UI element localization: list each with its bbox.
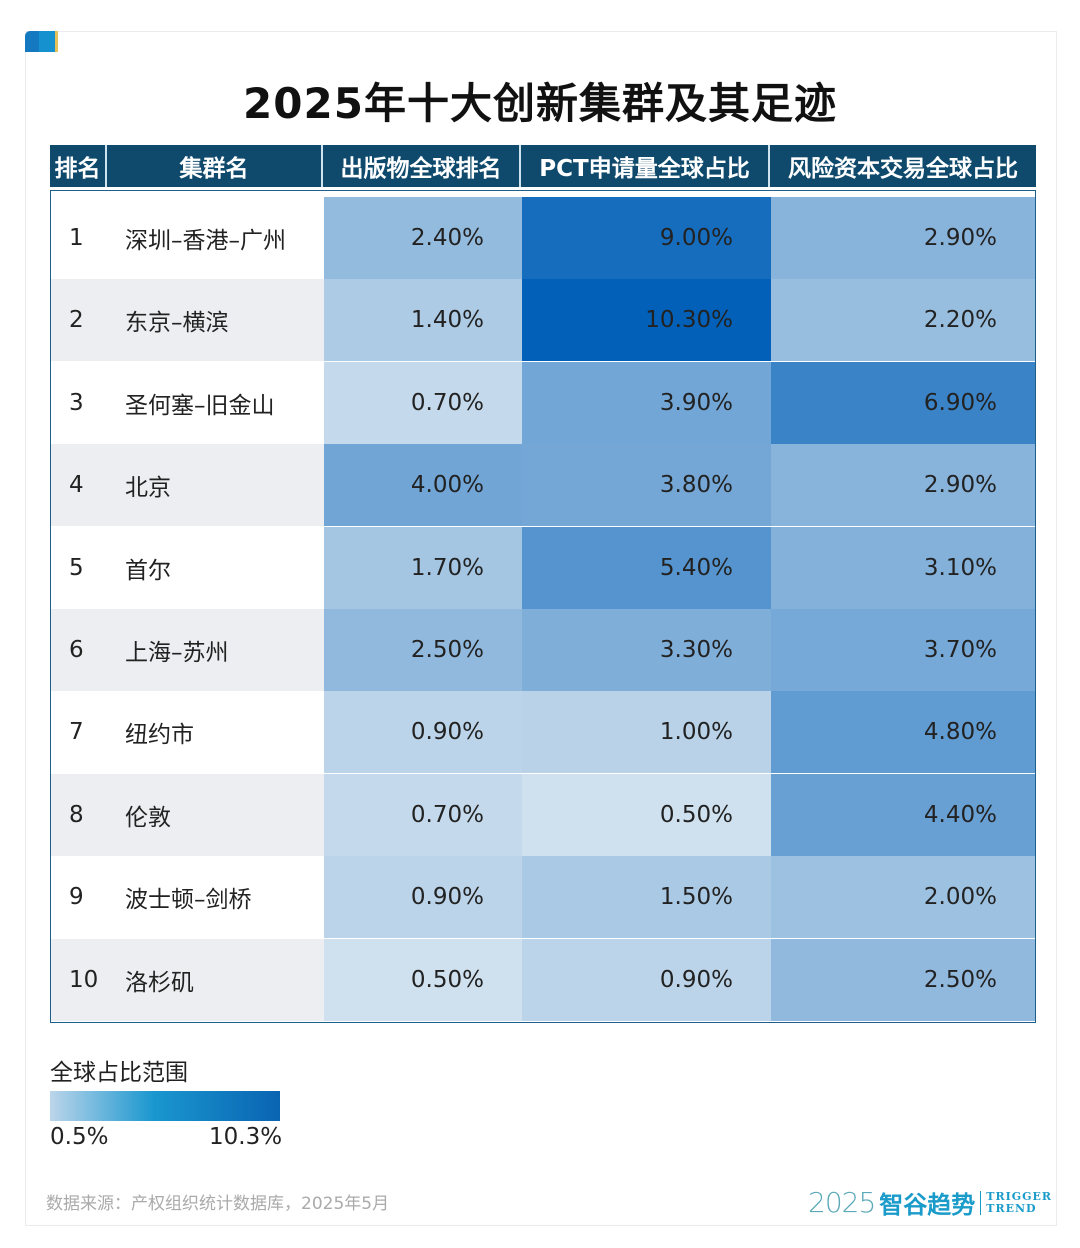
table-row: 1 深圳–香港–广州 2.40% 9.00% 2.90% xyxy=(51,197,1035,279)
value-cell: 2.40% xyxy=(324,197,522,279)
source-note: 数据来源：产权组织统计数据库，2025年5月 xyxy=(46,1194,390,1214)
legend-title: 全球占比范围 xyxy=(50,1060,188,1086)
value-cell: 0.90% xyxy=(324,856,522,939)
value-cell: 0.50% xyxy=(522,773,771,856)
table-row: 10 洛杉矶 0.50% 0.90% 2.50% xyxy=(51,938,1035,1021)
value-cell: 0.90% xyxy=(324,691,522,774)
value-cell: 3.90% xyxy=(522,361,771,444)
rank-cell: 5 xyxy=(51,526,108,609)
page-title: 2025年十大创新集群及其足迹 xyxy=(243,79,837,128)
value-cell: 2.00% xyxy=(771,856,1035,939)
rank-cell: 10 xyxy=(51,938,108,1021)
header-rank: 排名 xyxy=(50,145,107,187)
value-cell: 2.90% xyxy=(771,197,1035,279)
value-cell: 2.50% xyxy=(771,938,1035,1021)
cluster-name-cell: 波士顿–剑桥 xyxy=(108,856,324,939)
rank-cell: 1 xyxy=(51,197,108,279)
legend-gradient xyxy=(50,1091,280,1121)
value-cell: 0.90% xyxy=(522,938,771,1021)
rank-cell: 7 xyxy=(51,691,108,774)
rank-cell: 8 xyxy=(51,773,108,856)
table-row: 6 上海–苏州 2.50% 3.30% 3.70% xyxy=(51,609,1035,691)
legend-max: 10.3% xyxy=(209,1124,283,1150)
header-name: 集群名 xyxy=(107,145,323,187)
table-row: 5 首尔 1.70% 5.40% 3.10% xyxy=(51,526,1035,609)
value-cell: 3.30% xyxy=(522,609,771,691)
header-pct: PCT申请量全球占比 xyxy=(521,145,770,187)
table-row: 7 纽约市 0.90% 1.00% 4.80% xyxy=(51,691,1035,774)
cluster-name-cell: 伦敦 xyxy=(108,773,324,856)
value-cell: 1.70% xyxy=(324,526,522,609)
value-cell: 3.70% xyxy=(771,609,1035,691)
value-cell: 1.50% xyxy=(522,856,771,939)
value-cell: 3.80% xyxy=(522,444,771,527)
value-cell: 0.70% xyxy=(324,773,522,856)
value-cell: 10.30% xyxy=(522,279,771,362)
cluster-name-cell: 东京–横滨 xyxy=(108,279,324,362)
corner-decoration xyxy=(25,31,58,52)
value-cell: 5.40% xyxy=(522,526,771,609)
cluster-name-cell: 上海–苏州 xyxy=(108,609,324,691)
cluster-name-cell: 首尔 xyxy=(108,526,324,609)
value-cell: 6.90% xyxy=(771,361,1035,444)
value-cell: 4.40% xyxy=(771,773,1035,856)
cluster-name-cell: 圣何塞–旧金山 xyxy=(108,361,324,444)
table-row: 3 圣何塞–旧金山 0.70% 3.90% 6.90% xyxy=(51,361,1035,444)
value-cell: 2.50% xyxy=(324,609,522,691)
value-cell: 2.90% xyxy=(771,444,1035,527)
value-cell: 9.00% xyxy=(522,197,771,279)
brand-logo: 2025 智谷趋势 TRIGGER TREND xyxy=(808,1186,1053,1219)
value-cell: 0.70% xyxy=(324,361,522,444)
rank-cell: 3 xyxy=(51,361,108,444)
cluster-name-cell: 深圳–香港–广州 xyxy=(108,197,324,279)
header-publications: 出版物全球排名 xyxy=(323,145,521,187)
legend-min: 0.5% xyxy=(50,1124,109,1150)
table-row: 9 波士顿–剑桥 0.90% 1.50% 2.00% xyxy=(51,856,1035,939)
value-cell: 1.40% xyxy=(324,279,522,362)
cluster-name-cell: 北京 xyxy=(108,444,324,527)
rank-cell: 4 xyxy=(51,444,108,527)
value-cell: 2.20% xyxy=(771,279,1035,362)
table-body: 1 深圳–香港–广州 2.40% 9.00% 2.90% 2 东京–横滨 1.40% 10.30… xyxy=(50,190,1036,1023)
cluster-name-cell: 洛杉矶 xyxy=(108,938,324,1021)
value-cell: 4.80% xyxy=(771,691,1035,774)
table-row: 2 东京–横滨 1.40% 10.30% 2.20% xyxy=(51,279,1035,362)
rank-cell: 9 xyxy=(51,856,108,939)
rank-cell: 2 xyxy=(51,279,108,362)
header-vc: 风险资本交易全球占比 xyxy=(788,156,1018,182)
value-cell: 3.10% xyxy=(771,526,1035,609)
value-cell: 0.50% xyxy=(324,938,522,1021)
table-row: 8 伦敦 0.70% 0.50% 4.40% xyxy=(51,773,1035,856)
cluster-name-cell: 纽约市 xyxy=(108,691,324,774)
value-cell: 1.00% xyxy=(522,691,771,774)
table-header: 排名 集群名 出版物全球排名 PCT申请量全球占比 风险资本交易全球占比 xyxy=(50,145,1036,187)
rank-cell: 6 xyxy=(51,609,108,691)
table-row: 4 北京 4.00% 3.80% 2.90% xyxy=(51,444,1035,527)
value-cell: 4.00% xyxy=(324,444,522,527)
